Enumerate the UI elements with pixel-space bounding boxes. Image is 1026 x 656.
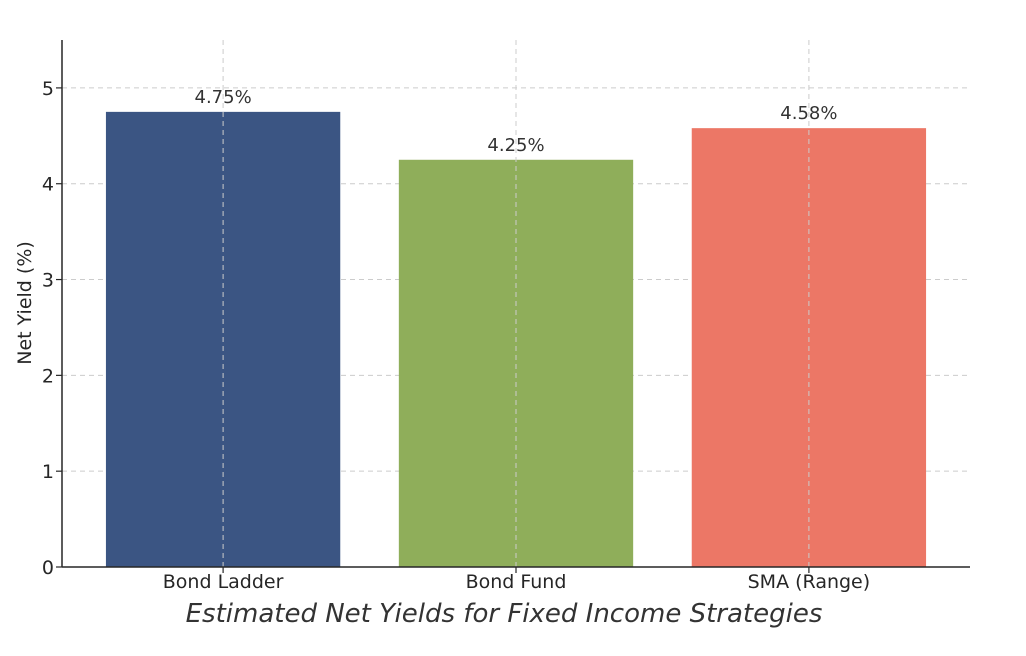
y-tick-labels: 0 1 2 3 4 5 [42, 78, 62, 579]
chart-title: Estimated Net Yields for Fixed Income St… [186, 599, 823, 629]
y-tick-label: 1 [42, 461, 54, 483]
data-label: 4.25% [487, 135, 544, 156]
x-tick-label: Bond Fund [466, 571, 567, 593]
y-tick-label: 0 [42, 557, 54, 579]
data-label: 4.75% [195, 87, 252, 108]
data-labels: 4.75% 4.25% 4.58% [195, 87, 838, 156]
y-tick-label: 3 [42, 270, 54, 292]
vertical-grid-lines [222, 40, 810, 567]
x-tick-label: SMA (Range) [748, 571, 871, 593]
data-label: 4.58% [780, 103, 837, 124]
y-tick-label: 5 [42, 78, 54, 100]
y-axis-title: Net Yield (%) [14, 241, 36, 365]
y-tick-label: 4 [42, 174, 54, 196]
x-tick-label: Bond Ladder [163, 571, 284, 593]
y-tick-label: 2 [42, 365, 54, 387]
x-tick-labels: Bond Ladder Bond Fund SMA (Range) [163, 567, 870, 593]
